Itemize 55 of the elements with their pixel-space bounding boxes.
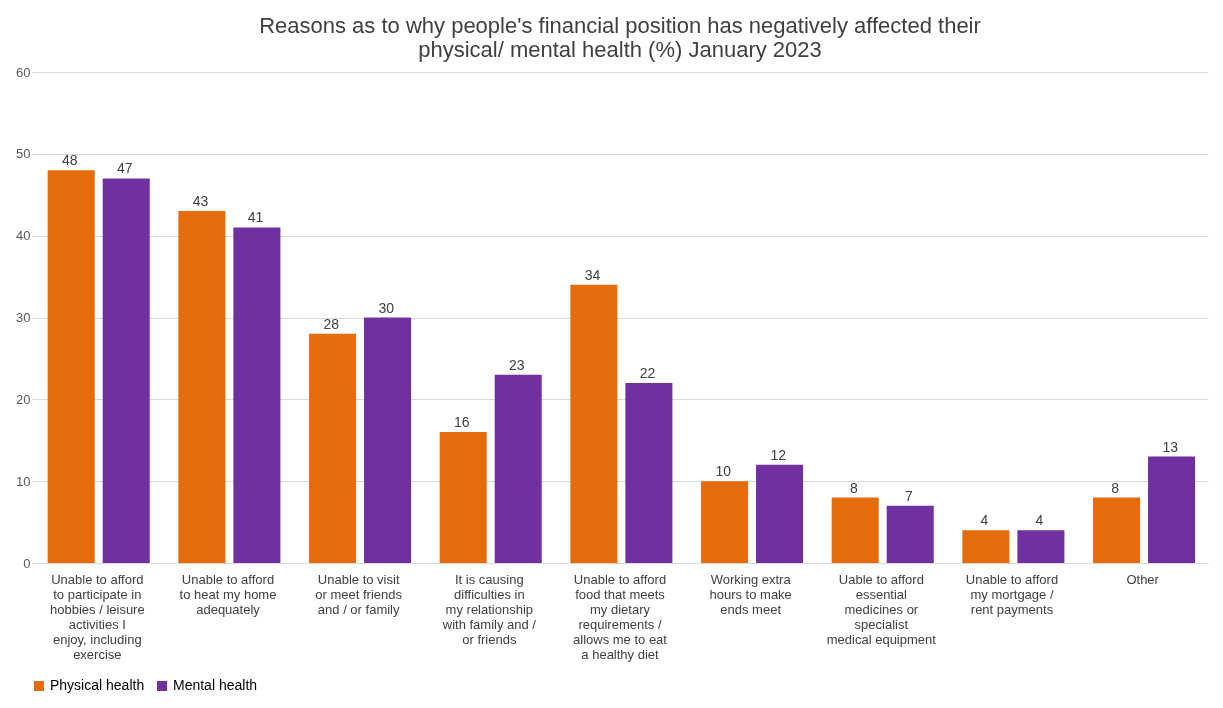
data-label: 23 <box>509 356 525 373</box>
data-label: 4 <box>980 512 989 529</box>
data-label: 47 <box>117 160 133 177</box>
bar <box>1017 530 1065 563</box>
bar <box>439 432 487 563</box>
data-label: 12 <box>770 446 787 463</box>
y-tick-label: 0 <box>23 555 31 571</box>
data-label: 28 <box>323 315 340 332</box>
y-tick-label: 40 <box>16 228 31 244</box>
x-tick-label: Working extra hours to make ends meet <box>709 571 792 617</box>
legend-label: Physical health <box>50 677 145 693</box>
y-tick-label: 50 <box>16 146 31 162</box>
legend-label: Mental health <box>173 677 258 693</box>
x-tick-label: Unable to afford to heat my home adequately <box>179 571 277 617</box>
data-label: 16 <box>454 414 470 431</box>
x-tick-label: It is causing difficulties in my relationship with family and / or friends <box>441 571 537 647</box>
bar <box>570 284 618 563</box>
y-tick-label: 60 <box>16 64 31 80</box>
x-tick-label: Unable to afford my mortgage / rent payments <box>965 571 1059 617</box>
data-label: 41 <box>247 209 264 226</box>
x-tick-label: Unable to afford to participate in hobbies / leisure activities I enjoy, including exercise <box>50 571 145 662</box>
bar <box>962 530 1010 563</box>
data-label: 13 <box>1162 438 1179 455</box>
bar <box>1148 456 1196 563</box>
bar <box>756 464 804 563</box>
data-label: 30 <box>378 299 395 316</box>
chart-title: Reasons as to why people's financial position has negatively affected their physical/ mental health (%) January 2023 <box>259 13 981 62</box>
bar <box>233 227 281 563</box>
data-label: 48 <box>62 152 78 169</box>
bar <box>309 333 357 563</box>
bar <box>47 170 95 563</box>
data-label: 8 <box>1111 479 1120 496</box>
bar <box>625 382 673 563</box>
y-tick-label: 20 <box>16 391 31 407</box>
x-tick-label: Unable to visit or meet friends and / or family <box>315 571 403 617</box>
y-tick-label: 10 <box>16 473 31 489</box>
data-label: 43 <box>192 193 209 210</box>
data-label: 22 <box>639 364 656 381</box>
bar <box>831 497 879 563</box>
data-label: 34 <box>584 266 601 283</box>
x-tick-label: Other <box>1126 571 1160 587</box>
data-label: 8 <box>849 479 858 496</box>
bar <box>494 374 542 563</box>
bar <box>102 178 150 563</box>
data-label: 4 <box>1035 512 1044 529</box>
bar <box>178 211 226 563</box>
bar <box>701 481 749 563</box>
data-label: 10 <box>715 463 732 480</box>
y-tick-label: 30 <box>16 310 31 325</box>
x-tick-label: Unable to afford food that meets my dietary requirements / allows me to eat a healthy diet <box>573 571 668 662</box>
x-tick-label: Uable to afford essential medicines or specialist medical equipment <box>826 571 937 647</box>
bar <box>364 317 412 563</box>
bar <box>886 505 934 563</box>
bar <box>1093 497 1141 563</box>
data-label: 7 <box>904 487 913 504</box>
